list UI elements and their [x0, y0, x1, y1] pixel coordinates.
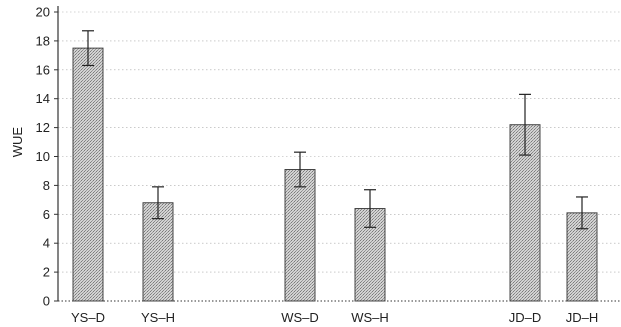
- error-bar-1: [82, 30, 94, 67]
- y-tick-label: 8: [43, 178, 50, 193]
- labels: WUE 0 2 4 6 8 10 12 14 16 18 20 YS–D YS–H WS–D WS–H JD–…: [10, 5, 598, 326]
- y-tick-label: 16: [36, 62, 50, 77]
- y-tick-label: 2: [43, 265, 50, 280]
- error-bar-3: [294, 151, 306, 188]
- error-bar-2: [152, 186, 164, 220]
- y-tick-label: 20: [36, 5, 50, 20]
- category-label-1: YS–D: [71, 310, 105, 325]
- category-label-2: YS–H: [141, 310, 175, 325]
- error-bar-6: [576, 196, 588, 230]
- y-tick-label: 0: [43, 294, 50, 309]
- y-tick-label: 18: [36, 33, 50, 48]
- y-tick-label: 14: [36, 91, 50, 106]
- error-bar-4: [364, 189, 376, 228]
- category-label-4: WS–H: [351, 310, 389, 325]
- y-tick-label: 4: [43, 236, 50, 251]
- category-label-3: WS–D: [281, 310, 319, 325]
- error-bar-5: [519, 93, 531, 156]
- category-label-6: JD–H: [566, 310, 599, 325]
- bar-3: [284, 169, 316, 302]
- bars: [72, 30, 598, 302]
- category-label-5: JD–D: [509, 310, 542, 325]
- y-tick-label: 12: [36, 120, 50, 135]
- y-axis-label: WUE: [10, 127, 25, 158]
- bar-1: [72, 47, 104, 302]
- y-tick-label: 6: [43, 207, 50, 222]
- y-tick-label: 10: [36, 149, 50, 164]
